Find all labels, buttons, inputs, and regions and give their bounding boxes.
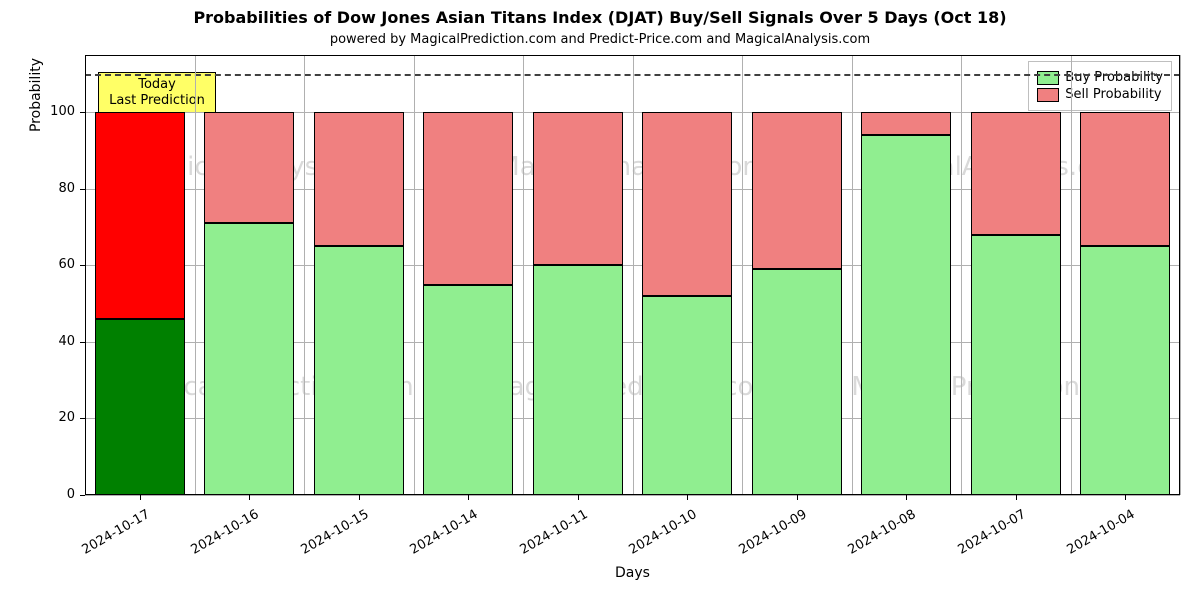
x-tick-label: 2024-10-10: [601, 507, 699, 572]
bar-buy: [314, 246, 404, 495]
y-tick-mark: [80, 495, 85, 496]
y-tick-label: 60: [40, 257, 75, 272]
bar-buy: [752, 269, 842, 495]
gridline-vertical: [633, 55, 634, 495]
x-tick-mark: [1016, 495, 1017, 500]
x-tick-label: 2024-10-11: [492, 507, 590, 572]
x-tick-mark: [249, 495, 250, 500]
bar-buy: [971, 235, 1061, 495]
x-axis-label: Days: [85, 565, 1180, 581]
legend-swatch-buy: [1037, 71, 1059, 85]
gridline-vertical: [961, 55, 962, 495]
y-tick-label: 0: [40, 487, 75, 502]
y-tick-label: 20: [40, 410, 75, 425]
bar-sell: [204, 112, 294, 223]
bar-buy: [861, 135, 951, 495]
gridline-vertical: [85, 55, 86, 495]
x-tick-mark: [906, 495, 907, 500]
legend-label-sell: Sell Probability: [1065, 87, 1161, 102]
bar-buy: [423, 285, 513, 495]
gridline-vertical: [195, 55, 196, 495]
bar-sell: [1080, 112, 1170, 246]
annotation-line-2: Last Prediction: [109, 93, 205, 109]
x-tick-label: 2024-10-16: [163, 507, 261, 572]
gridline-vertical: [852, 55, 853, 495]
gridline-vertical: [304, 55, 305, 495]
today-annotation: Today Last Prediction: [98, 72, 216, 113]
bar-buy: [95, 319, 185, 495]
x-tick-mark: [687, 495, 688, 500]
bar-sell: [423, 112, 513, 284]
gridline-vertical: [742, 55, 743, 495]
x-tick-label: 2024-10-17: [54, 507, 152, 572]
gridline-vertical: [1180, 55, 1181, 495]
legend: Buy Probability Sell Probability: [1028, 61, 1172, 111]
x-tick-mark: [140, 495, 141, 500]
x-tick-mark: [797, 495, 798, 500]
gridline-vertical: [1071, 55, 1072, 495]
x-tick-mark: [359, 495, 360, 500]
bar-buy: [1080, 246, 1170, 495]
bar-sell: [533, 112, 623, 265]
x-tick-label: 2024-10-04: [1039, 507, 1137, 572]
x-tick-label: 2024-10-09: [711, 507, 809, 572]
bar-buy: [533, 265, 623, 495]
y-tick-label: 100: [40, 104, 75, 119]
chart-subtitle: powered by MagicalPrediction.com and Pre…: [0, 32, 1200, 47]
bar-buy: [204, 223, 294, 495]
chart-container: Probabilities of Dow Jones Asian Titans …: [0, 0, 1200, 600]
y-tick-label: 40: [40, 334, 75, 349]
x-tick-mark: [468, 495, 469, 500]
x-tick-mark: [1125, 495, 1126, 500]
bar-sell: [752, 112, 842, 269]
x-tick-label: 2024-10-14: [382, 507, 480, 572]
bar-sell: [861, 112, 951, 135]
legend-item-buy: Buy Probability: [1037, 70, 1163, 85]
bar-sell: [314, 112, 404, 246]
bar-sell: [971, 112, 1061, 234]
bar-buy: [642, 296, 732, 495]
chart-title: Probabilities of Dow Jones Asian Titans …: [0, 8, 1200, 27]
gridline-vertical: [523, 55, 524, 495]
legend-label-buy: Buy Probability: [1065, 70, 1163, 85]
legend-swatch-sell: [1037, 88, 1059, 102]
x-tick-label: 2024-10-08: [820, 507, 918, 572]
x-tick-label: 2024-10-15: [273, 507, 371, 572]
annotation-line-1: Today: [109, 77, 205, 93]
bar-sell: [642, 112, 732, 296]
x-tick-mark: [578, 495, 579, 500]
y-tick-label: 80: [40, 181, 75, 196]
gridline-vertical: [414, 55, 415, 495]
x-tick-label: 2024-10-07: [930, 507, 1028, 572]
bar-sell: [95, 112, 185, 319]
legend-item-sell: Sell Probability: [1037, 87, 1163, 102]
